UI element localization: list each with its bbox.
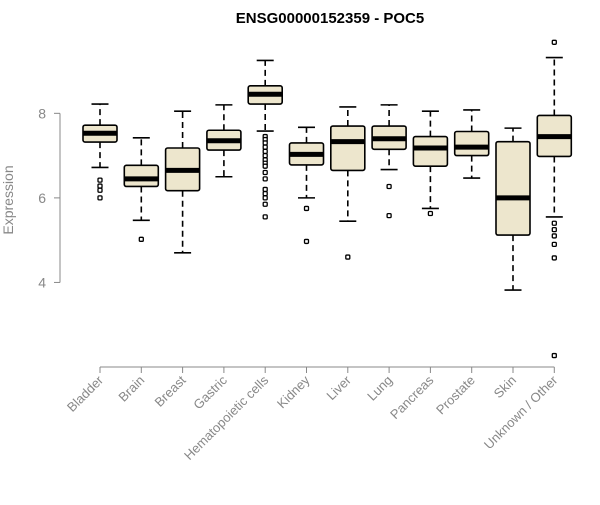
outlier-point xyxy=(97,183,103,189)
box-iqr xyxy=(329,125,366,172)
y-tick-label: 6 xyxy=(38,190,46,206)
box-iqr xyxy=(495,140,531,236)
y-axis-label: Expression xyxy=(0,165,16,234)
x-tick-label: Prostate xyxy=(433,373,478,418)
box-group xyxy=(536,39,573,359)
outlier-point xyxy=(262,169,268,176)
outlier-point xyxy=(551,352,557,359)
x-tick-label: Breast xyxy=(152,372,189,409)
x-tick-label: Pancreas xyxy=(387,372,437,422)
outlier-point xyxy=(262,201,268,207)
box-series xyxy=(82,39,573,359)
chart-title: ENSG00000152359 - POC5 xyxy=(236,10,424,27)
outlier-point xyxy=(551,241,557,248)
x-tick-label: Skin xyxy=(491,373,519,401)
x-tick-label: Bladder xyxy=(64,372,107,415)
outlier-point xyxy=(262,176,268,182)
outlier-point xyxy=(262,191,268,197)
outlier-point xyxy=(386,183,392,190)
outlier-point xyxy=(262,148,268,155)
box-group xyxy=(371,104,407,219)
box-group xyxy=(412,110,449,217)
outlier-point xyxy=(303,205,310,212)
outlier-point xyxy=(345,254,351,260)
outlier-point xyxy=(551,220,557,226)
outlier-point xyxy=(262,186,268,193)
x-tick-label: Kidney xyxy=(274,372,313,411)
box-group xyxy=(123,137,160,242)
x-tick-label: Lung xyxy=(364,373,395,404)
outlier-point xyxy=(551,39,557,45)
outlier-point xyxy=(551,255,557,261)
x-tick-label: Brain xyxy=(115,373,147,405)
y-axis: 4 6 8 xyxy=(38,105,61,290)
box-group xyxy=(82,103,118,201)
outlier-point xyxy=(97,187,103,193)
y-tick-label: 4 xyxy=(38,274,46,290)
outlier-point xyxy=(97,177,103,183)
outlier-point xyxy=(386,212,392,219)
outlier-point xyxy=(551,226,557,233)
outlier-point xyxy=(262,195,268,201)
box-iqr xyxy=(412,135,449,167)
outlier-point xyxy=(551,233,557,239)
outlier-point xyxy=(262,214,268,220)
outlier-point xyxy=(303,238,310,245)
box-group xyxy=(247,59,283,220)
outlier-point xyxy=(138,236,144,242)
box-group xyxy=(206,104,242,178)
box-group xyxy=(288,126,325,245)
y-tick-label: 8 xyxy=(38,105,46,121)
box-group xyxy=(164,110,201,254)
x-tick-label: Unknown / Other xyxy=(481,372,561,452)
box-group xyxy=(453,109,490,179)
outlier-point xyxy=(262,140,268,146)
outlier-point xyxy=(427,210,434,217)
outlier-point xyxy=(262,163,268,169)
box-group xyxy=(329,106,366,260)
box-group xyxy=(495,127,531,291)
outlier-point xyxy=(97,195,103,201)
x-tick-label: Gastric xyxy=(190,372,230,412)
x-tick-label: Liver xyxy=(323,372,354,403)
outlier-point xyxy=(262,152,268,159)
box-iqr xyxy=(453,130,490,157)
box-iqr xyxy=(123,164,160,188)
outlier-point xyxy=(262,144,268,150)
